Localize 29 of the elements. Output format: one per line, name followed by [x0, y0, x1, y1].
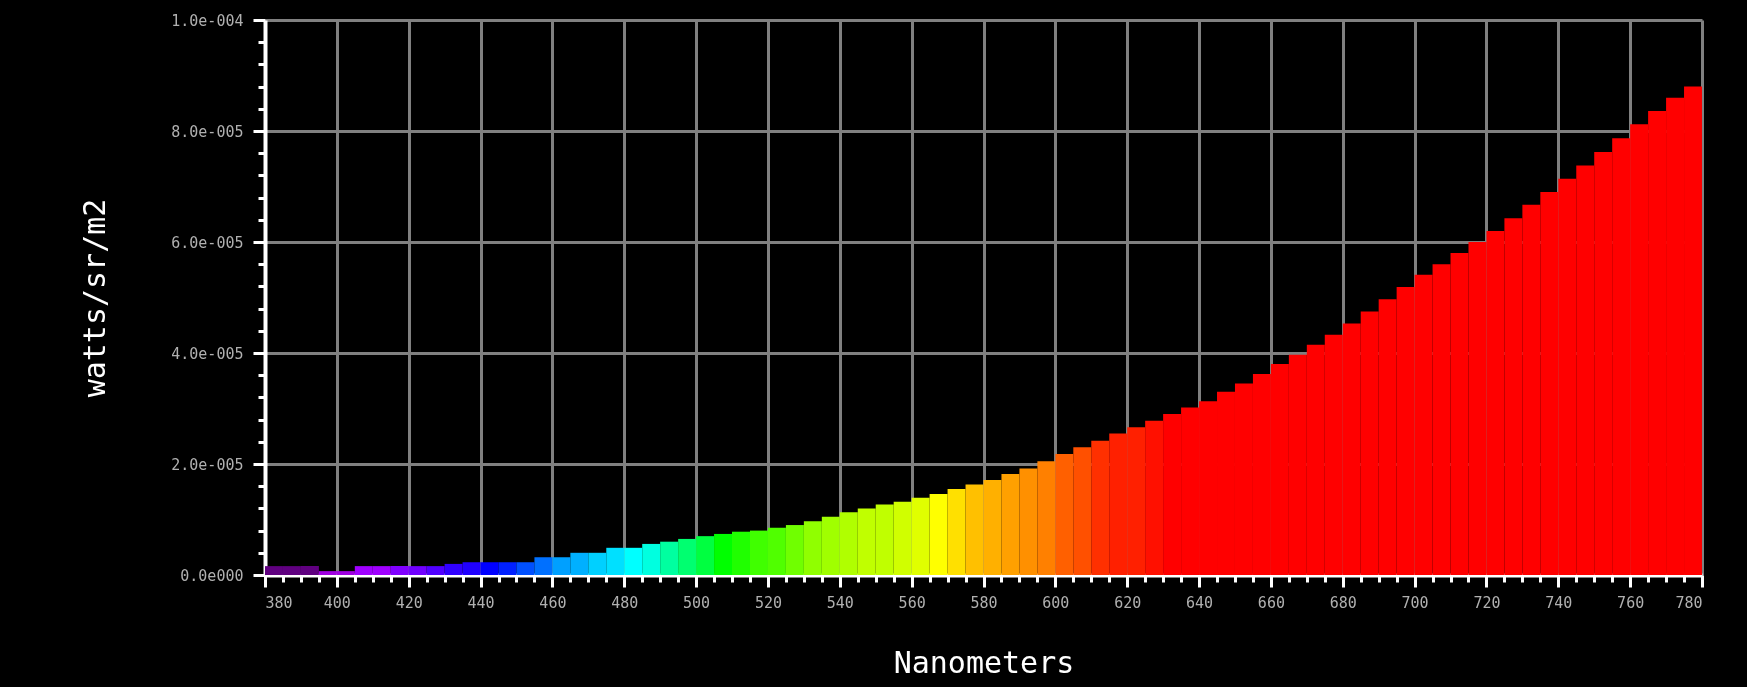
y-tick-label: 8.0e-005 [171, 122, 244, 141]
x-tick-label: 400 [323, 593, 351, 612]
x-tick-label: 580 [970, 593, 998, 612]
x-tick-label: 760 [1617, 593, 1645, 612]
x-axis-title: Nanometers [893, 644, 1075, 680]
x-tick-label: 440 [467, 593, 495, 612]
y-tick-label: 1.0e-004 [171, 11, 244, 30]
x-tick-label: 600 [1042, 593, 1070, 612]
x-tick-label: 420 [395, 593, 423, 612]
x-tick-label: 540 [826, 593, 854, 612]
x-tick-label: 780 [1675, 593, 1703, 612]
x-tick-label: 480 [611, 593, 639, 612]
y-tick-label: 0.0e000 [180, 566, 244, 585]
y-tick-label: 2.0e-005 [171, 455, 244, 474]
x-tick-label: 380 [265, 593, 293, 612]
x-tick-label: 520 [754, 593, 782, 612]
x-tick-label: 740 [1545, 593, 1573, 612]
x-tick-label: 500 [683, 593, 711, 612]
y-tick-label: 4.0e-005 [171, 344, 244, 363]
x-tick-label: 720 [1473, 593, 1501, 612]
x-tick-label: 660 [1257, 593, 1285, 612]
x-tick-label: 680 [1329, 593, 1357, 612]
x-tick-label: 460 [539, 593, 567, 612]
y-axis-title: watts/sr/m2 [77, 198, 113, 398]
x-tick-label: 640 [1186, 593, 1214, 612]
x-tick-label: 700 [1401, 593, 1429, 612]
x-tick-label: 620 [1114, 593, 1142, 612]
y-tick-label: 6.0e-005 [171, 233, 244, 252]
x-tick-label: 560 [898, 593, 926, 612]
